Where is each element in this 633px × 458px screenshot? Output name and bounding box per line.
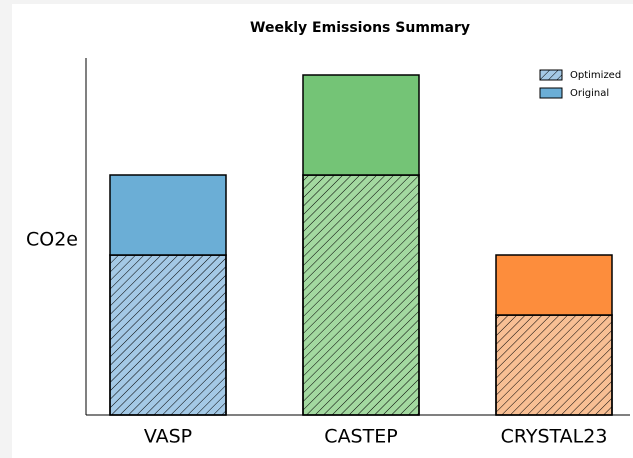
x-tick-label: CRYSTAL23 bbox=[501, 426, 608, 448]
hatch bbox=[109, 254, 227, 416]
bar-segment bbox=[109, 174, 227, 256]
legend-label: Original bbox=[570, 88, 609, 99]
legend-label: Optimized bbox=[570, 70, 621, 81]
legend-swatch bbox=[539, 87, 563, 99]
x-tick-label: VASP bbox=[144, 426, 192, 448]
bar-segment bbox=[302, 74, 420, 176]
x-tick-label: CASTEP bbox=[324, 426, 397, 448]
hatch bbox=[495, 314, 613, 416]
hatch bbox=[302, 174, 420, 416]
y-axis-label: CO2e bbox=[26, 229, 78, 251]
bar-segment bbox=[495, 254, 613, 316]
chart-title: Weekly Emissions Summary bbox=[250, 20, 470, 36]
legend-hatch bbox=[539, 69, 563, 81]
